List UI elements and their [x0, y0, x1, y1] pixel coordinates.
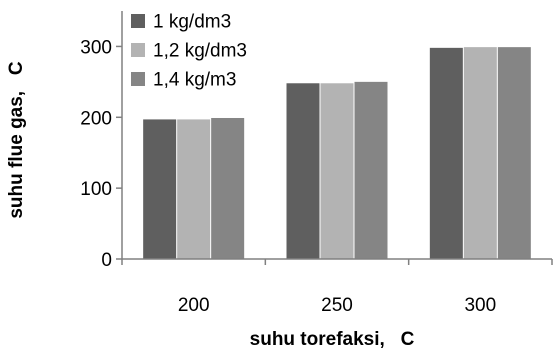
bar: [177, 119, 211, 259]
bar: [211, 117, 245, 259]
x-ticks: 200 250 300: [121, 259, 553, 316]
legend: 1 kg/dm3 1,2 kg/dm3 1,4 kg/m3: [131, 12, 247, 91]
plot-area: [143, 47, 531, 259]
x-tick-label: 250: [321, 295, 353, 316]
x-tick-label: 200: [178, 295, 210, 316]
bar: [463, 47, 497, 259]
legend-swatch: [131, 14, 145, 28]
bar: [286, 83, 320, 259]
bar: [320, 83, 354, 259]
legend-swatch: [131, 72, 145, 86]
x-tick-label: 300: [464, 295, 496, 316]
legend-swatch: [131, 43, 145, 57]
y-ticks: 0 100 200 300: [80, 37, 122, 271]
legend-label: 1 kg/dm3: [153, 12, 231, 33]
bar: [354, 81, 388, 259]
y-axis-title: suhu flue gas, C: [6, 61, 27, 219]
bar: [497, 47, 531, 259]
y-tick-label: 300: [80, 37, 112, 58]
bar: [143, 119, 177, 259]
x-axis-title: suhu torefaksi, C: [250, 329, 415, 350]
bar: [429, 47, 463, 259]
legend-label: 1,2 kg/dm3: [153, 41, 247, 62]
legend-label: 1,4 kg/m3: [153, 70, 236, 91]
y-tick-label: 100: [80, 179, 112, 200]
y-tick-label: 0: [101, 250, 112, 271]
y-tick-label: 200: [80, 108, 112, 129]
